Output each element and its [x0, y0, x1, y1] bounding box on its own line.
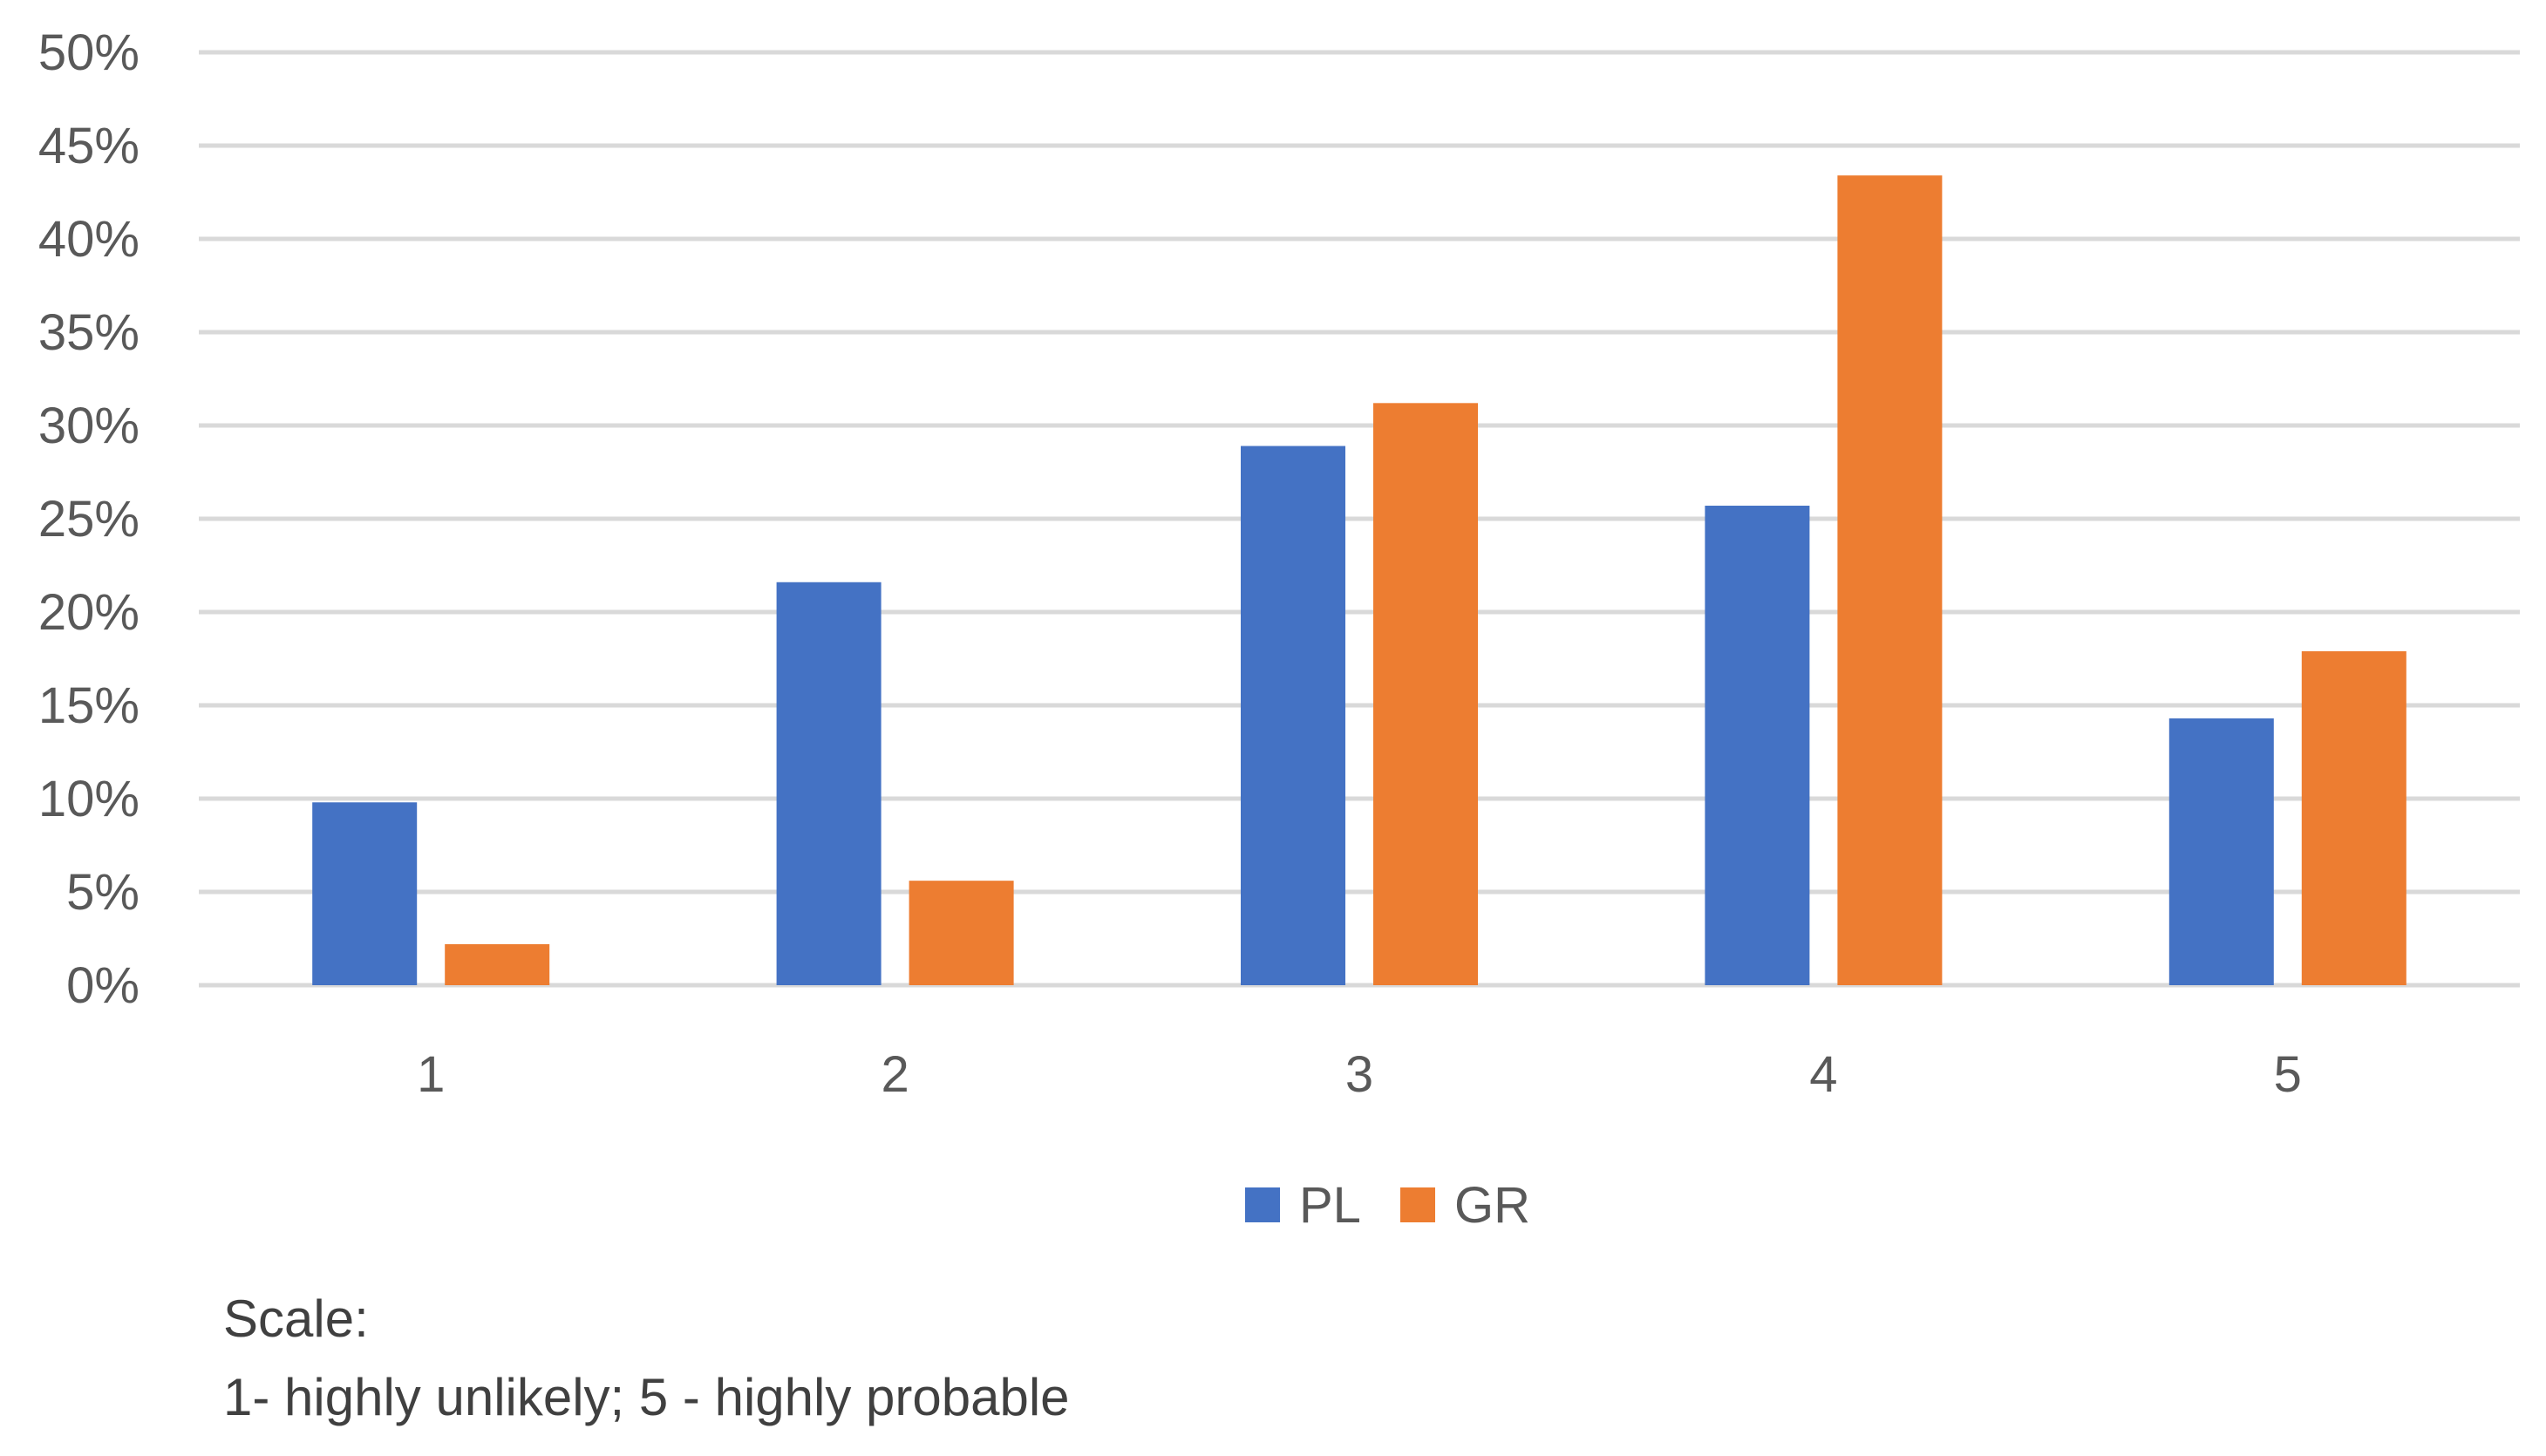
bar-pl-5 — [2168, 718, 2274, 985]
scale-note-title: Scale: — [223, 1289, 369, 1348]
bar-gr-3 — [1373, 403, 1478, 985]
legend-label-pl: PL — [1299, 1177, 1361, 1234]
y-axis: 0% 5% 10% 15% 20% 25% 30% 35% 40% 45% 50% — [38, 24, 140, 1014]
y-tick-label: 35% — [38, 304, 140, 361]
bar-gr-2 — [909, 881, 1014, 985]
bar-gr-4 — [1837, 175, 1943, 986]
y-tick-label: 0% — [66, 957, 140, 1014]
y-tick-label: 5% — [66, 864, 140, 921]
legend: PL GR — [1245, 1177, 1530, 1234]
x-tick-label: 5 — [2274, 1046, 2302, 1103]
legend-swatch-gr — [1400, 1187, 1435, 1222]
bar-pl-4 — [1705, 506, 1810, 985]
bar-gr-1 — [445, 943, 550, 985]
gridlines — [199, 50, 2520, 988]
y-tick-label: 10% — [38, 771, 140, 827]
y-tick-label: 45% — [38, 118, 140, 174]
legend-swatch-pl — [1245, 1187, 1280, 1222]
x-tick-label: 1 — [417, 1046, 445, 1103]
y-tick-label: 20% — [38, 584, 140, 641]
x-axis: 1 2 3 4 5 — [417, 1046, 2302, 1103]
scale-note-text: 1- highly unlikely; 5 - highly probable — [223, 1368, 1070, 1426]
bar-pl-1 — [312, 802, 418, 985]
bar-gr-5 — [2301, 650, 2406, 985]
y-tick-label: 40% — [38, 211, 140, 268]
legend-label-gr: GR — [1454, 1177, 1530, 1234]
y-tick-label: 25% — [38, 491, 140, 548]
x-tick-label: 4 — [1809, 1046, 1837, 1103]
x-tick-label: 3 — [1345, 1046, 1373, 1103]
bar-pl-2 — [776, 582, 882, 985]
bars — [312, 175, 2406, 986]
bar-pl-3 — [1241, 446, 1345, 985]
x-tick-label: 2 — [881, 1046, 909, 1103]
y-tick-label: 30% — [38, 398, 140, 454]
y-tick-label: 50% — [38, 24, 140, 81]
y-tick-label: 15% — [38, 677, 140, 734]
